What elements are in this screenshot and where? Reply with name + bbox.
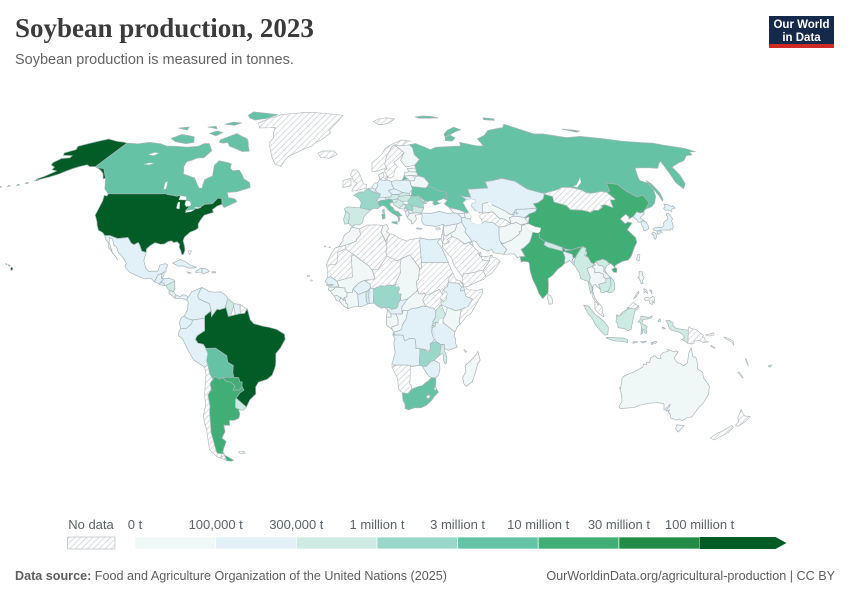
- svg-text:100,000 t: 100,000 t: [189, 517, 244, 532]
- svg-text:No data: No data: [68, 517, 114, 532]
- svg-text:0 t: 0 t: [128, 517, 143, 532]
- svg-text:100 million t: 100 million t: [665, 517, 735, 532]
- svg-text:10 million t: 10 million t: [507, 517, 570, 532]
- svg-text:3 million t: 3 million t: [430, 517, 485, 532]
- svg-text:300,000 t: 300,000 t: [269, 517, 324, 532]
- svg-text:1 million t: 1 million t: [350, 517, 405, 532]
- svg-text:30 million t: 30 million t: [588, 517, 651, 532]
